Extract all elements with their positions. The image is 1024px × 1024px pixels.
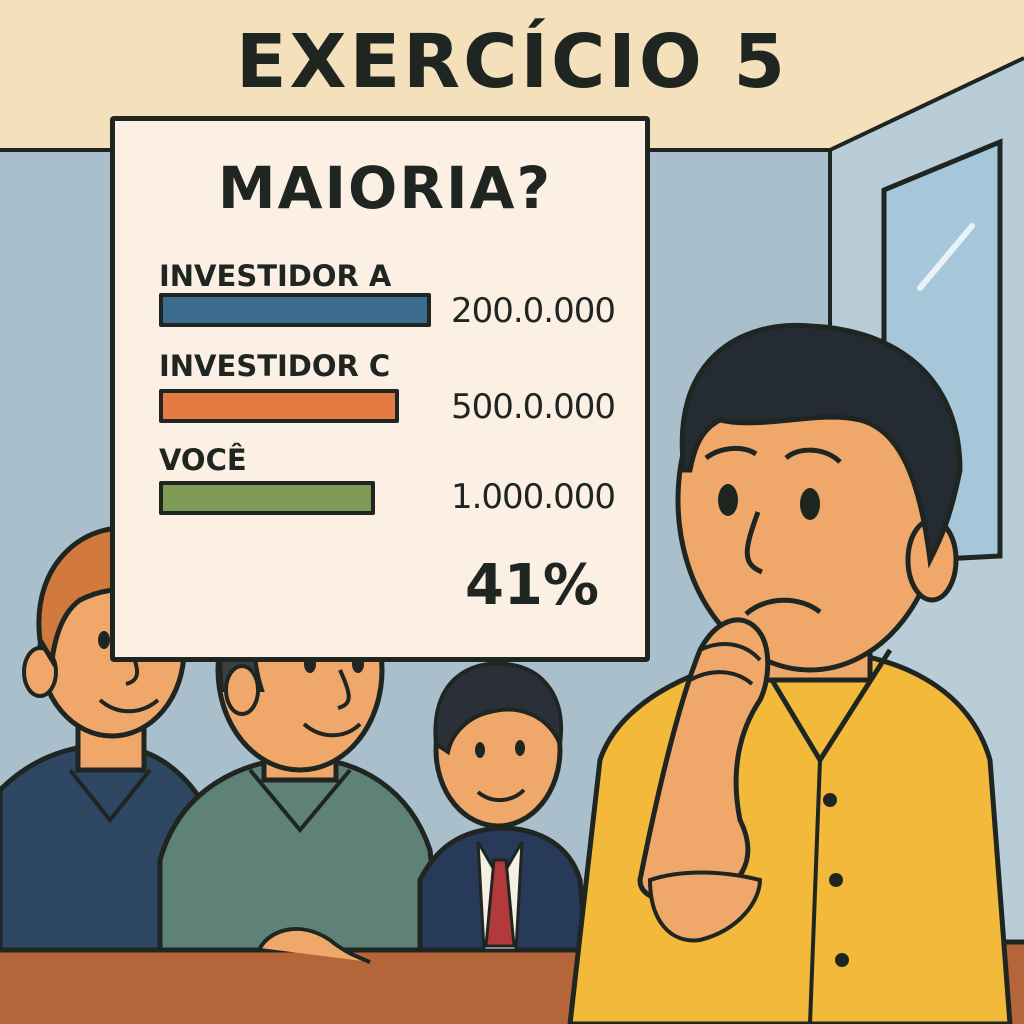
row-value-investor-a: 200.0.000 [450, 291, 616, 331]
row-label-voce: VOCÊ [159, 443, 247, 477]
bar-investor-a [159, 293, 431, 327]
row-label-investor-c: INVESTIDOR C [159, 349, 391, 383]
presentation-board: MAIORIA? INVESTIDOR A 200.0.000 INVESTID… [110, 116, 650, 662]
row-label-investor-a: INVESTIDOR A [159, 259, 392, 293]
board-heading: MAIORIA? [217, 154, 553, 222]
row-value-investor-c: 500.0.000 [450, 387, 616, 427]
percent-value: 41% [464, 553, 599, 618]
investor-suit [417, 661, 589, 953]
bar-voce [159, 481, 375, 515]
page-title: EXERCÍCIO 5 [236, 19, 788, 105]
row-value-voce: 1.000.000 [450, 477, 616, 517]
bar-investor-c [159, 389, 399, 423]
worried-man [567, 322, 1013, 1024]
